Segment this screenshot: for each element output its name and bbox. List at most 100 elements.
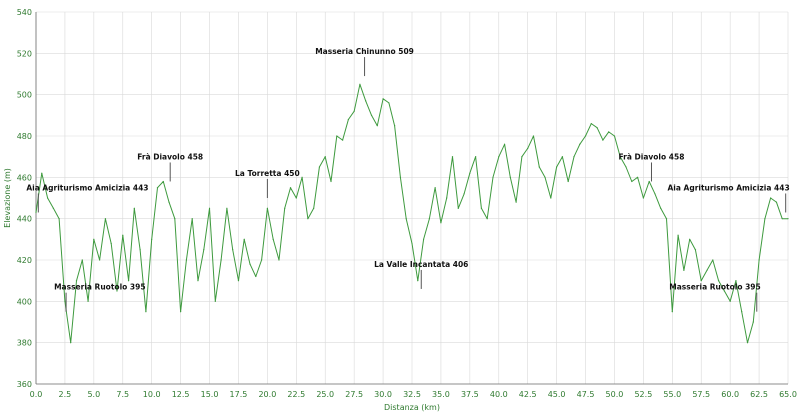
- elevation-point: [226, 207, 228, 209]
- elevation-point: [399, 176, 402, 178]
- elevation-point: [648, 180, 650, 183]
- x-tick-label: 5.0: [87, 390, 100, 399]
- elevation-point: [81, 259, 83, 261]
- elevation-point: [677, 234, 679, 236]
- elevation-point: [532, 135, 535, 137]
- elevation-point: [671, 311, 673, 313]
- x-tick-label: 15.0: [201, 390, 219, 399]
- x-tick-label: 40.0: [490, 390, 508, 399]
- elevation-point: [208, 207, 211, 209]
- elevation-point: [642, 197, 644, 199]
- elevation-point: [451, 156, 454, 158]
- elevation-point: [87, 300, 89, 302]
- waypoint-label: Masseria Chinunno 509: [315, 47, 414, 56]
- elevation-point: [440, 222, 442, 224]
- elevation-point: [689, 238, 691, 240]
- elevation-point: [191, 218, 193, 220]
- elevation-point: [654, 193, 656, 195]
- waypoint-annotations: Aia Agriturismo Amicizia 443 Masseria Ruo…: [26, 47, 790, 312]
- elevation-point: [99, 259, 101, 261]
- axis-labels: 360 380 400 420 440 460 480 500 520 540 0.0 2.5 5.0 7…: [3, 8, 797, 412]
- elevation-point: [261, 259, 263, 261]
- elevation-point: [608, 131, 610, 133]
- x-tick-label: 50.0: [606, 390, 624, 399]
- elevation-point: [104, 218, 107, 220]
- elevation-point: [770, 197, 772, 199]
- elevation-point: [764, 218, 766, 220]
- x-tick-label: 37.5: [461, 390, 479, 399]
- elevation-point: [706, 269, 708, 271]
- elevation-point: [127, 280, 130, 282]
- elevation-point: [550, 197, 552, 199]
- elevation-point: [295, 197, 297, 199]
- waypoint-label: Aia Agriturismo Amicizia 443: [26, 183, 148, 192]
- x-tick-label: 25.0: [316, 390, 334, 399]
- elevation-point: [752, 321, 754, 323]
- elevation-point: [156, 187, 159, 189]
- elevation-point: [417, 280, 419, 282]
- elevation-point: [602, 139, 604, 141]
- x-tick-label: 45.0: [548, 390, 566, 399]
- elevation-point: [660, 207, 662, 209]
- elevation-point: [64, 300, 66, 302]
- grid: [35, 11, 789, 385]
- elevation-point: [735, 280, 737, 282]
- elevation-point: [561, 156, 564, 158]
- elevation-point: [266, 207, 268, 209]
- elevation-point: [584, 135, 587, 137]
- x-tick-label: 30.0: [374, 390, 392, 399]
- elevation-point: [46, 197, 49, 199]
- elevation-point: [503, 143, 506, 145]
- waypoint-label: Frà Diavolo 458: [137, 152, 203, 161]
- elevation-point: [509, 176, 511, 178]
- elevation-point: [180, 311, 182, 313]
- elevation-point: [457, 207, 459, 209]
- elevation-point: [394, 125, 396, 127]
- elevation-point: [139, 249, 141, 251]
- elevation-point: [289, 187, 292, 189]
- waypoint-label: Masseria Ruotolo 395: [669, 283, 760, 292]
- x-tick-label: 65.0: [779, 390, 797, 399]
- y-tick-label: 460: [17, 173, 32, 182]
- x-tick-label: 62.5: [750, 390, 768, 399]
- x-tick-label: 32.5: [403, 390, 421, 399]
- elevation-point: [405, 218, 407, 220]
- elevation-point: [376, 125, 378, 127]
- elevation-point: [278, 259, 280, 261]
- x-tick-label: 60.0: [721, 390, 739, 399]
- elevation-point: [613, 135, 616, 137]
- elevation-point: [723, 290, 725, 292]
- elevation-point: [359, 83, 361, 85]
- elevation-point: [75, 280, 78, 282]
- elevation-point: [203, 249, 205, 251]
- elevation-point: [619, 156, 621, 158]
- elevation-point: [625, 166, 627, 168]
- elevation-point: [544, 176, 546, 178]
- elevation-point: [237, 280, 240, 282]
- elevation-point: [521, 156, 523, 158]
- x-tick-label: 27.5: [345, 390, 363, 399]
- waypoint-label: La Torretta 450: [235, 169, 300, 178]
- elevation-point: [162, 180, 164, 183]
- elevation-point: [41, 172, 43, 174]
- y-axis-title: Elevazione (m): [3, 168, 12, 228]
- y-tick-label: 400: [17, 297, 32, 306]
- elevation-point: [122, 234, 124, 236]
- elevation-point: [573, 156, 575, 158]
- x-tick-label: 35.0: [432, 390, 450, 399]
- elevation-point: [168, 201, 170, 203]
- elevation-point: [330, 180, 332, 183]
- elevation-point: [52, 207, 54, 209]
- elevation-point: [700, 280, 702, 282]
- elevation-point: [35, 211, 37, 214]
- x-tick-label: 0.0: [30, 390, 43, 399]
- elevation-point: [480, 207, 483, 209]
- elevation-point: [255, 275, 257, 278]
- elevation-point: [185, 259, 187, 261]
- y-tick-label: 540: [17, 8, 32, 17]
- elevation-point: [717, 280, 720, 282]
- elevation-point: [428, 218, 430, 220]
- elevation-point: [781, 218, 783, 220]
